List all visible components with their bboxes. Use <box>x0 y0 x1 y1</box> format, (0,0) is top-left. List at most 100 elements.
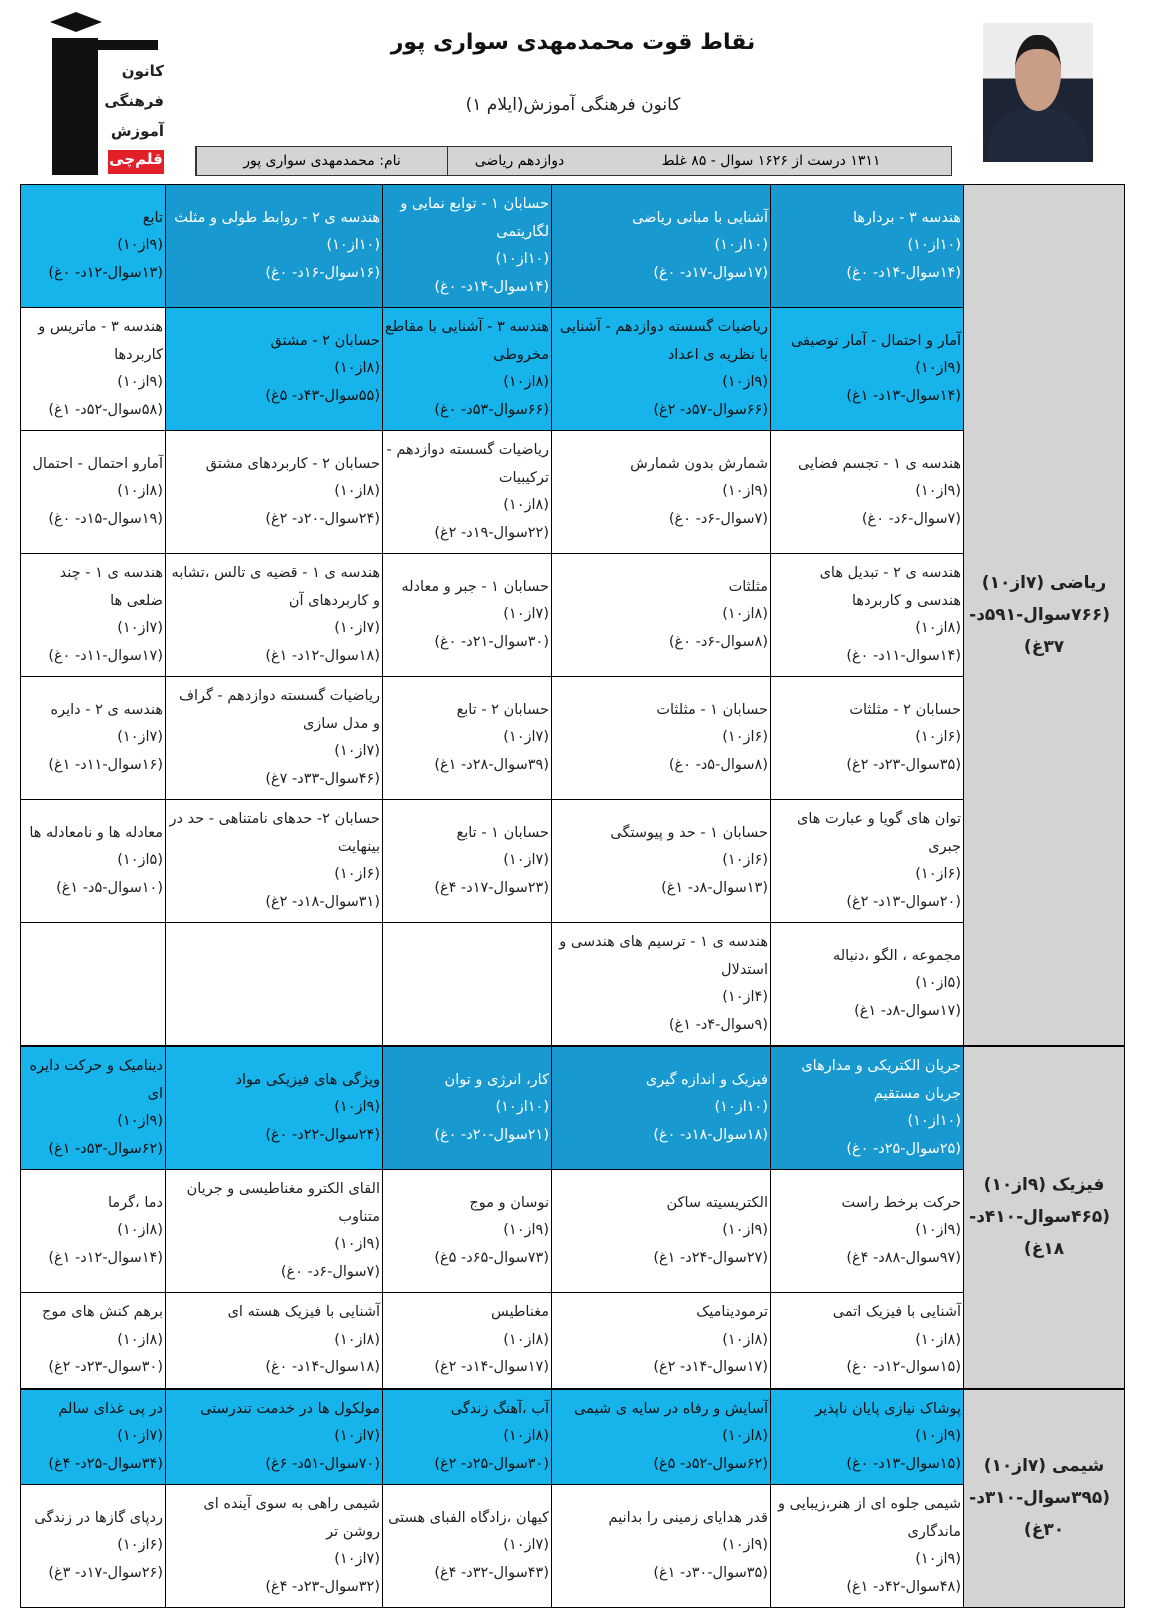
topic-stats: (۲۴سوال-۲۲د- ۰غ) <box>265 1126 380 1143</box>
topic-title: هندسه ۳ - آشنایی با مقاطع مخروطی <box>385 319 549 363</box>
topic-title: آمارو احتمال - احتمال <box>32 455 163 472</box>
topic-row: ریاضی (۷از۱۰) (۷۶۶سوال-۵۹۱د- ۳۷غ) هندسه ۳ … <box>20 184 1125 1047</box>
topic-cell: آشنایی با مبانی ریاضی (۱۰از۱۰) (۱۷سوال-۱۷د… <box>551 184 771 308</box>
topic-stats: (۹۷سوال-۸۸د- ۴غ) <box>846 1249 961 1266</box>
topic-cell: حسابان ۲- حدهای نامتناهی - حد در بینهایت… <box>165 799 383 923</box>
topic-score: (۸از۱۰) <box>915 1331 961 1348</box>
topic-stats: (۱۵سوال-۱۳د- ۰غ) <box>846 1455 961 1472</box>
topic-score: (۶از۱۰) <box>117 1537 163 1554</box>
topic-score: (۱۰از۱۰) <box>714 1099 768 1116</box>
topic-cell: در پی غذای سالم (۷از۱۰) (۳۴سوال-۲۵د- ۴غ) <box>20 1387 166 1485</box>
topic-title: جریان الکتریکی و مدارهای جریان مستقیم <box>801 1058 961 1102</box>
topic-cell: حسابان ۲ - تابع (۷از۱۰) (۳۹سوال-۲۸د- ۱غ) <box>382 676 552 800</box>
topic-cell: هندسه ی ۲ - روابط طولی و مثلث (۱۰از۱۰) (۱۶… <box>165 184 383 308</box>
topic-title: آب ،آهنگ زندگی <box>450 1400 549 1417</box>
topic-cell: مجموعه ، الگو ،دنباله (۵از۱۰) (۱۷سوال-۸د- … <box>770 922 964 1047</box>
topic-score: (۱۰از۱۰) <box>907 237 961 254</box>
topic-score: (۸از۱۰) <box>503 374 549 390</box>
topic-score: (۶از۱۰) <box>915 729 961 746</box>
topic-stats: (۱۴سوال-۱۲د- ۱غ) <box>48 1249 163 1266</box>
topic-row: آشنایی با فیزیک اتمی (۸از۱۰) (۱۵سوال-۱۲د- … <box>20 1292 1125 1389</box>
subject-cell: فیزیک (۹از۱۰) (۴۶۵سوال-۴۱۰د- ۱۸غ) <box>963 1045 1125 1389</box>
topic-title: حسابان ۱ - توابع نمایی و لگاریتمی <box>400 196 549 240</box>
topic-score: (۹از۱۰) <box>915 360 961 377</box>
topic-stats: (۶۶سوال-۵۷د- ۲غ) <box>653 401 768 418</box>
subject-name: شیمی (۷از۱۰) <box>983 1456 1105 1477</box>
topic-cell: کار، انرژی و توان (۱۰از۱۰) (۲۱سوال-۲۰د- ۰غ… <box>382 1045 552 1170</box>
topic-stats: (۱۷سوال-۱۷د- ۰غ) <box>653 264 768 281</box>
topic-score: (۹از۱۰) <box>915 1551 961 1567</box>
topic-score: (۷از۱۰) <box>117 620 163 636</box>
topic-row: توان های گویا و عبارت های جبری (۶از۱۰) (۲۰… <box>20 799 1125 923</box>
topic-row: حسابان ۲ - مثلثات (۶از۱۰) (۳۵سوال-۲۳د- ۲غ)… <box>20 676 1125 800</box>
topic-stats: (۱۳سوال-۸د- ۱غ) <box>661 879 768 896</box>
student-photo <box>983 23 1093 162</box>
topic-title: حسابان ۲ - مثلثات <box>849 701 961 718</box>
topic-stats: (۳۰سوال-۲۵د- ۲غ) <box>434 1455 549 1472</box>
topic-stats: (۳۵سوال-۲۳د- ۲غ) <box>846 756 961 773</box>
topic-title: ترمودینامیک <box>696 1304 768 1320</box>
topic-title: ریاضیات گسسته دوازدهم - ترکیبیات <box>386 442 549 486</box>
topic-title: کیهان ،زادگاه الفبای هستی <box>388 1509 549 1526</box>
topic-stats: (۶۶سوال-۵۳د- ۰غ) <box>434 401 549 418</box>
topic-score: (۵از۱۰) <box>117 852 163 869</box>
topic-stats: (۱۴سوال-۱۳د- ۱غ) <box>846 387 961 404</box>
topic-cell: تابع (۹از۱۰) (۱۳سوال-۱۲د- ۰غ) <box>20 184 166 308</box>
topic-cell: هندسه ی ۱ - ترسیم های هندسی و استدلال (۴ا… <box>551 922 771 1047</box>
topic-cell: کیهان ،زادگاه الفبای هستی (۷از۱۰) (۴۳سوال-… <box>382 1484 552 1608</box>
topic-score: (۸از۱۰) <box>503 497 549 513</box>
topic-title: آسایش و رفاه در سایه ی شیمی <box>574 1400 768 1417</box>
topic-cell: ویژگی های فیزیکی مواد (۹از۱۰) (۲۴سوال-۲۲د-… <box>165 1045 383 1170</box>
topic-title: هندسه ی ۱ - ترسیم های هندسی و استدلال <box>559 934 768 978</box>
topic-row: هندسه ی ۲ - تبدیل های هندسی و کاربردها (۸… <box>20 553 1125 677</box>
topic-title: فیزیک و اندازه گیری <box>645 1071 768 1088</box>
topic-score: (۸از۱۰) <box>334 360 380 377</box>
topic-row: حرکت برخط راست (۹از۱۰) (۹۷سوال-۸۸د- ۴غ) الک… <box>20 1169 1125 1293</box>
topic-score: (۹از۱۰) <box>722 374 768 390</box>
topic-score: (۹از۱۰) <box>915 483 961 500</box>
topic-cell: ریاضیات گسسته دوازدهم - ترکیبیات (۸از۱۰) (… <box>382 430 552 554</box>
topic-cell: آسایش و رفاه در سایه ی شیمی (۸از۱۰) (۶۲سوا… <box>551 1387 771 1485</box>
topic-score: (۸از۱۰) <box>915 620 961 636</box>
topic-cell: توان های گویا و عبارت های جبری (۶از۱۰) (۲۰… <box>770 799 964 923</box>
topic-score: (۸از۱۰) <box>722 606 768 623</box>
topic-score: (۹از۱۰) <box>915 1222 961 1239</box>
topic-stats: (۳۵سوال-۳۰د- ۱غ) <box>653 1564 768 1581</box>
topic-stats: (۵۸سوال-۵۲د- ۱غ) <box>48 401 163 418</box>
topic-cell: هندسه ی ۲ - دایره (۷از۱۰) (۱۶سوال-۱۱د- ۱غ) <box>20 676 166 800</box>
topic-cell: حرکت برخط راست (۹از۱۰) (۹۷سوال-۸۸د- ۴غ) <box>770 1169 964 1293</box>
topic-cell: آشنایی با فیزیک هسته ای (۸از۱۰) (۱۸سوال-۱۴… <box>165 1292 383 1389</box>
topic-score: (۶از۱۰) <box>915 866 961 882</box>
topic-row: فیزیک (۹از۱۰) (۴۶۵سوال-۴۱۰د- ۱۸غ) جریان ال… <box>20 1045 1125 1389</box>
topic-score: (۹از۱۰) <box>915 1428 961 1444</box>
student-grade: دوازدهم ریاضی <box>447 147 591 175</box>
topic-score: (۸از۱۰) <box>117 483 163 500</box>
topic-title: مجموعه ، الگو ،دنباله <box>832 947 961 964</box>
topic-score: (۱۰از۱۰) <box>326 237 380 254</box>
topic-stats: (۲۴سوال-۲۰د- ۲غ) <box>265 510 380 527</box>
logo-word: قلم‌چی <box>108 150 164 174</box>
topic-cell: مثلثات (۸از۱۰) (۸سوال-۶د- ۰غ) <box>551 553 771 677</box>
topic-stats: (۳۲سوال-۲۳د- ۴غ) <box>265 1578 380 1595</box>
topic-stats: (۱۴سوال-۱۴د- ۰غ) <box>434 278 549 295</box>
topic-cell: آمار و احتمال - آمار توصیفی (۹از۱۰) (۱۴سوا… <box>770 307 964 431</box>
topic-score: (۱۰از۱۰) <box>907 1113 961 1129</box>
topic-stats: (۲۱سوال-۲۰د- ۰غ) <box>434 1126 549 1143</box>
subject-name: ریاضی (۷از۱۰) <box>981 573 1107 593</box>
topic-stats: (۱۷سوال-۱۴د- ۲غ) <box>434 1359 549 1375</box>
topic-title: آشنایی با فیزیک هسته ای <box>227 1304 380 1320</box>
topic-stats: (۲۵سوال-۲۵د- ۰غ) <box>846 1140 961 1157</box>
topic-title: حسابان ۱ - تابع <box>456 824 550 841</box>
topic-score: (۶از۱۰) <box>722 852 768 869</box>
topic-stats: (۷۳سوال-۶۵د- ۵غ) <box>434 1249 549 1266</box>
topic-stats: (۳۰سوال-۲۳د- ۲غ) <box>48 1359 163 1375</box>
topic-score: (۶از۱۰) <box>334 866 380 882</box>
topic-title: آشنایی با مبانی ریاضی <box>632 209 768 226</box>
subject-name: فیزیک (۹از۱۰) <box>983 1175 1105 1196</box>
topic-title: حسابان ۱ - جبر و معادله <box>401 578 549 595</box>
topic-cell: مغناطیس (۸از۱۰) (۱۷سوال-۱۴د- ۲غ) <box>382 1292 552 1389</box>
topic-title: الکتریسیته ساکن <box>666 1194 768 1211</box>
student-info-bar: نام: محمدمهدی سواری پور دوازدهم ریاضی ۱۳… <box>195 146 952 176</box>
topic-stats: (۱۹سوال-۱۵د- ۰غ) <box>48 510 163 527</box>
topic-score: (۸از۱۰) <box>334 1331 380 1348</box>
